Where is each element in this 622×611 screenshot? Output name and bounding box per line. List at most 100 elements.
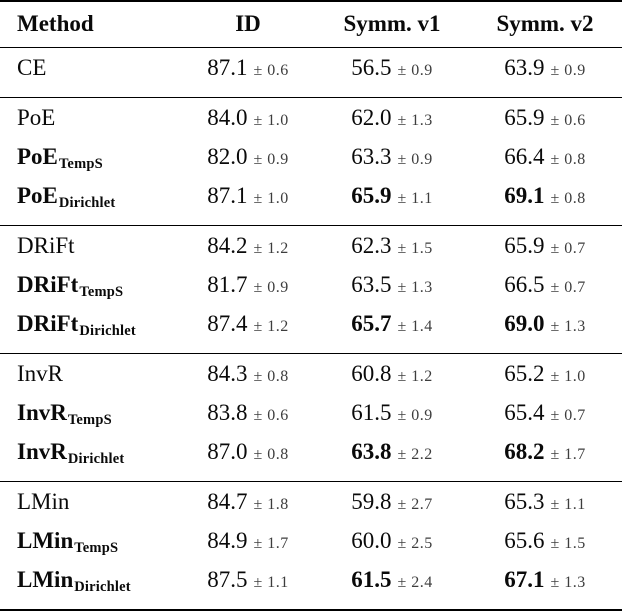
method-cell: InvR	[0, 353, 180, 397]
group-drift: DRiFt 84.2 ± 1.2 62.3 ± 1.5 65.9 ± 0.7 DRiF…	[0, 225, 622, 354]
table-row: LMinTempS 84.9 ± 1.7 60.0 ± 2.5 65.6 ± 1.5	[0, 525, 622, 564]
cell-symm-v1: 56.5 ± 0.9	[316, 48, 468, 98]
cell-symm-v2: 65.9 ± 0.6	[468, 97, 622, 141]
value: 65.4	[504, 400, 545, 425]
cell-id: 87.5 ± 1.1	[180, 564, 316, 610]
value: 87.0	[207, 439, 248, 464]
value: 61.5	[351, 567, 392, 592]
method-subscript: Dirichlet	[74, 579, 131, 595]
cell-symm-v2: 67.1 ± 1.3	[468, 564, 622, 610]
table-row: CE 87.1 ± 0.6 56.5 ± 0.9 63.9 ± 0.9	[0, 48, 622, 98]
value: 65.6	[504, 528, 545, 553]
stddev: ± 1.8	[253, 496, 289, 513]
cell-symm-v1: 62.3 ± 1.5	[316, 225, 468, 269]
value: 63.3	[351, 144, 392, 169]
method-name: PoE	[17, 144, 58, 169]
stddev: ± 1.3	[397, 112, 433, 129]
stddev: ± 1.5	[550, 535, 586, 552]
stddev: ± 0.8	[550, 151, 586, 168]
cell-id: 84.2 ± 1.2	[180, 225, 316, 269]
stddev: ± 0.6	[550, 112, 586, 129]
value: 59.8	[351, 489, 392, 514]
method-name: LMin	[17, 489, 70, 514]
stddev: ± 0.9	[253, 151, 289, 168]
value: 62.0	[351, 105, 392, 130]
value: 65.9	[504, 233, 545, 258]
group-poe: PoE 84.0 ± 1.0 62.0 ± 1.3 65.9 ± 0.6 PoETem…	[0, 97, 622, 226]
cell-symm-v1: 60.0 ± 2.5	[316, 525, 468, 564]
stddev: ± 0.8	[253, 368, 289, 385]
value: 66.5	[504, 272, 545, 297]
stddev: ± 0.9	[397, 62, 433, 79]
table-row: InvRDirichlet 87.0 ± 0.8 63.8 ± 2.2 68.2 ± …	[0, 436, 622, 482]
stddev: ± 1.0	[253, 190, 289, 207]
cell-symm-v2: 66.4 ± 0.8	[468, 141, 622, 180]
method-name: DRiFt	[17, 311, 79, 336]
method-cell: PoETempS	[0, 141, 180, 180]
value: 84.7	[207, 489, 248, 514]
method-subscript: TempS	[74, 540, 119, 556]
group-ce: CE 87.1 ± 0.6 56.5 ± 0.9 63.9 ± 0.9	[0, 48, 622, 98]
column-header-method: Method	[0, 1, 180, 48]
method-subscript: Dirichlet	[79, 323, 136, 339]
cell-id: 84.0 ± 1.0	[180, 97, 316, 141]
value: 62.3	[351, 233, 392, 258]
stddev: ± 2.7	[397, 496, 433, 513]
method-subscript: Dirichlet	[67, 451, 125, 467]
cell-symm-v1: 62.0 ± 1.3	[316, 97, 468, 141]
table-header-row: Method ID Symm. v1 Symm. v2	[0, 1, 622, 48]
cell-symm-v2: 68.2 ± 1.7	[468, 436, 622, 482]
value: 84.9	[207, 528, 248, 553]
group-lmin: LMin 84.7 ± 1.8 59.8 ± 2.7 65.3 ± 1.1 LMinT…	[0, 481, 622, 611]
method-cell: CE	[0, 48, 180, 98]
value: 84.2	[207, 233, 248, 258]
stddev: ± 0.6	[253, 407, 289, 424]
cell-symm-v2: 65.2 ± 1.0	[468, 353, 622, 397]
cell-symm-v1: 61.5 ± 0.9	[316, 397, 468, 436]
stddev: ± 1.3	[397, 279, 433, 296]
cell-id: 84.7 ± 1.8	[180, 481, 316, 525]
method-name: CE	[17, 55, 47, 80]
stddev: ± 0.7	[550, 279, 586, 296]
cell-symm-v1: 63.3 ± 0.9	[316, 141, 468, 180]
stddev: ± 0.9	[397, 407, 433, 424]
method-name: DRiFt	[17, 272, 79, 297]
cell-symm-v1: 63.5 ± 1.3	[316, 269, 468, 308]
stddev: ± 1.4	[397, 318, 433, 335]
cell-symm-v2: 65.3 ± 1.1	[468, 481, 622, 525]
method-cell: InvRDirichlet	[0, 436, 180, 482]
value: 66.4	[504, 144, 545, 169]
stddev: ± 1.5	[397, 240, 433, 257]
method-name: LMin	[17, 567, 74, 592]
stddev: ± 1.1	[397, 190, 433, 207]
table-row: PoE 84.0 ± 1.0 62.0 ± 1.3 65.9 ± 0.6	[0, 97, 622, 141]
method-subscript: TempS	[67, 412, 112, 428]
value: 67.1	[504, 567, 545, 592]
cell-symm-v1: 60.8 ± 1.2	[316, 353, 468, 397]
value: 65.2	[504, 361, 545, 386]
stddev: ± 1.2	[253, 240, 289, 257]
stddev: ± 0.9	[253, 279, 289, 296]
cell-id: 87.0 ± 0.8	[180, 436, 316, 482]
method-subscript: TempS	[79, 284, 124, 300]
value: 84.0	[207, 105, 248, 130]
method-cell: DRiFtDirichlet	[0, 308, 180, 354]
cell-symm-v2: 65.6 ± 1.5	[468, 525, 622, 564]
group-invr: InvR 84.3 ± 0.8 60.8 ± 1.2 65.2 ± 1.0 InvRT…	[0, 353, 622, 482]
column-header-symm-v2: Symm. v2	[468, 1, 622, 48]
value: 83.8	[207, 400, 248, 425]
value: 65.9	[351, 183, 392, 208]
stddev: ± 2.5	[397, 535, 433, 552]
method-name: InvR	[17, 439, 67, 464]
stddev: ± 0.9	[550, 62, 586, 79]
cell-id: 84.3 ± 0.8	[180, 353, 316, 397]
stddev: ± 1.1	[550, 496, 586, 513]
method-cell: LMinDirichlet	[0, 564, 180, 610]
method-name: PoE	[17, 183, 58, 208]
method-subscript: Dirichlet	[58, 195, 116, 211]
value: 60.0	[351, 528, 392, 553]
cell-symm-v2: 69.0 ± 1.3	[468, 308, 622, 354]
column-header-id: ID	[180, 1, 316, 48]
method-name: LMin	[17, 528, 74, 553]
